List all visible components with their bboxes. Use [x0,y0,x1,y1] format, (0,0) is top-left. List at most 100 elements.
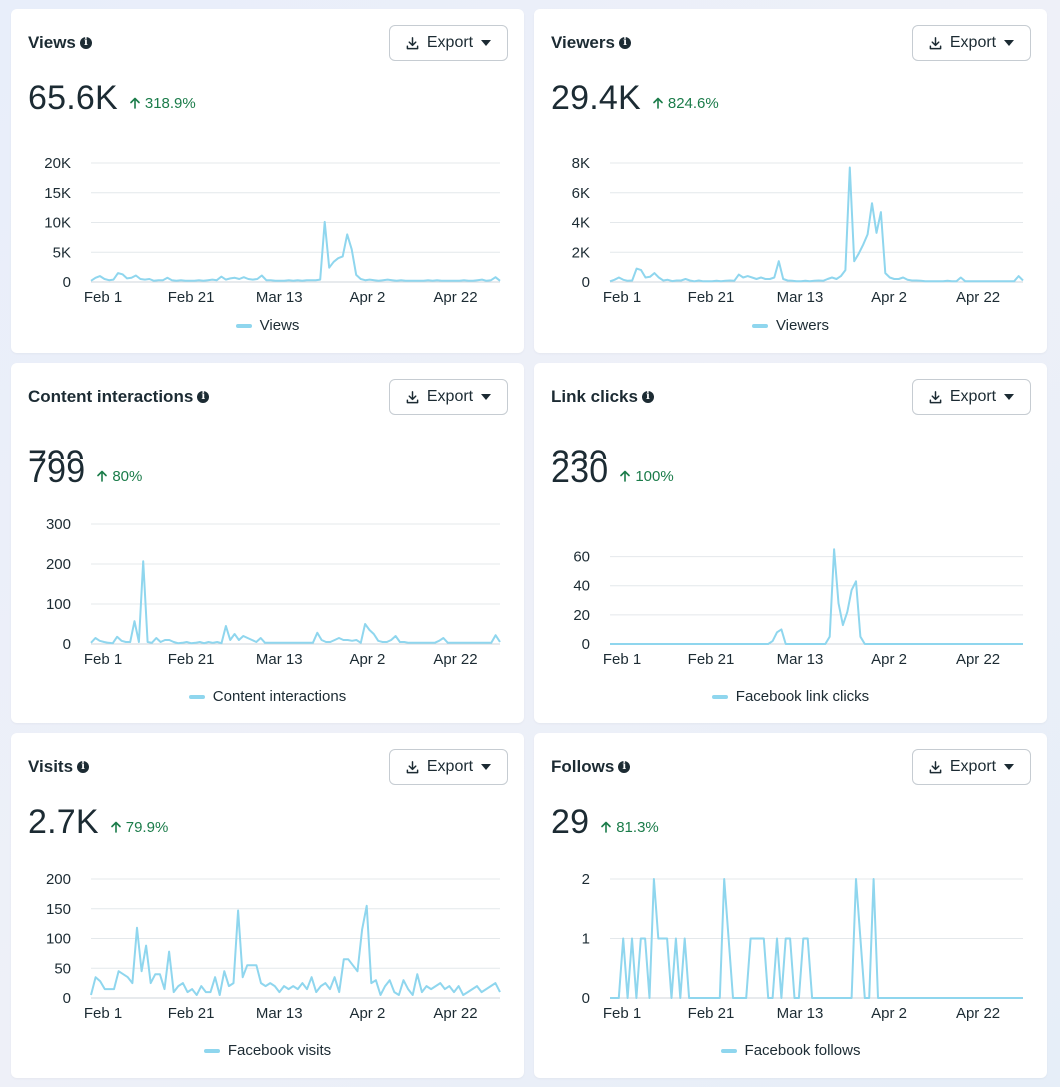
follows-title: Follows i [551,757,631,777]
views-title: Views i [28,33,92,53]
metric-value: 29.4K [551,79,641,117]
chart-legend[interactable]: Facebook visits [11,1042,524,1059]
x-tick-label: Feb 1 [84,651,122,668]
arrow-up-icon [653,97,663,109]
chart-legend[interactable]: Views [11,317,524,334]
x-tick-label: Apr 2 [349,1005,385,1022]
download-icon [406,760,419,773]
series-line[interactable] [90,220,501,282]
series-line[interactable] [610,878,1023,999]
y-tick-label: 15K [44,185,71,202]
metric-delta: 100% [620,468,674,485]
follows-export-button[interactable]: Export [912,749,1031,785]
x-tick-label: Apr 22 [433,289,477,306]
legend-swatch [188,694,205,699]
visits-chart: 0 50 100 150 200 Feb 1 Feb 21 Mar 13 Apr 2 Apr 22 [46,871,501,1022]
x-tick-label: Apr 2 [349,651,385,668]
legend-swatch [235,323,252,328]
viewers-export-button[interactable]: Export [912,25,1031,61]
y-tick-label: 2 [582,871,590,888]
link-clicks-title: Link clicks i [551,387,654,407]
y-tick-label: 0 [63,636,71,653]
info-icon[interactable]: i [77,761,90,773]
card-title-text: Link clicks [551,387,638,406]
chart-legend[interactable]: Content interactions [11,688,524,705]
content-interactions-metric: 799 80% [28,452,142,491]
y-tick-label: 2K [572,244,590,261]
legend-label: Facebook link clicks [735,688,870,705]
link-clicks-export-button[interactable]: Export [912,379,1031,415]
link-clicks-metric: 230 100% [551,452,674,491]
x-tick-label: Apr 2 [349,289,385,306]
chart-legend[interactable]: Viewers [534,317,1047,334]
series-line[interactable] [90,560,501,645]
x-tick-label: Feb 1 [603,651,641,668]
y-tick-label: 0 [63,274,71,291]
metric-delta: 79.9% [110,819,168,836]
y-tick-label: 20K [44,155,71,172]
metric-value: 29 [551,803,590,841]
follows-chart: 0 1 2 Feb 1 Feb 21 Mar 13 Apr 2 Apr 22 [582,871,1023,1022]
card-title-text: Follows [551,757,615,776]
metric-value: 65.6K [28,79,118,117]
download-icon [406,36,419,49]
y-tick-label: 8K [572,155,590,172]
export-label: Export [949,758,997,775]
info-icon[interactable]: i [197,391,210,403]
content-interactions-export-button[interactable]: Export [389,379,508,415]
follows-metric: 29 81.3% [551,803,659,842]
y-tick-label: 100 [46,931,71,948]
info-icon[interactable]: i [79,37,92,49]
link-clicks-chart: 0 20 40 60 Feb 1 Feb 21 Mar 13 Apr 2 Apr 22 [573,548,1023,668]
y-tick-label: 200 [46,556,71,573]
chart-legend[interactable]: Facebook follows [534,1042,1047,1059]
viewers-chart: 0 2K 4K 6K 8K Feb 1 Feb 21 Mar 13 Apr 2 Apr 22 [572,155,1024,306]
series-line[interactable] [90,904,501,996]
y-tick-label: 10K [44,215,71,232]
metric-delta: 318.9% [130,95,196,112]
x-tick-label: Apr 22 [956,1005,1000,1022]
x-tick-label: Feb 21 [688,289,735,306]
y-tick-label: 0 [63,990,71,1007]
caret-down-icon [481,764,492,770]
info-icon[interactable]: i [641,391,654,403]
y-tick-label: 0 [582,274,590,291]
series-line[interactable] [610,548,1023,645]
follows-card: Follows i Export 29 81.3% 0 1 2 Feb 1 Feb 21 Mar 1… [534,733,1047,1078]
y-tick-label: 60 [573,549,590,566]
export-label: Export [426,388,474,405]
metric-value: 799 [28,452,86,490]
x-tick-label: Apr 22 [433,651,477,668]
metric-delta: 824.6% [653,95,719,112]
views-export-button[interactable]: Export [389,25,508,61]
y-tick-label: 5K [53,244,71,261]
card-title-text: Viewers [551,33,615,52]
info-icon[interactable]: i [618,37,631,49]
metric-delta: 80% [97,468,142,485]
chart-legend[interactable]: Facebook link clicks [534,688,1047,705]
y-tick-label: 150 [46,901,71,918]
metric-value: 2.7K [28,803,99,841]
info-icon[interactable]: i [618,761,631,773]
x-tick-label: Mar 13 [777,289,824,306]
export-label: Export [426,758,474,775]
content-interactions-card: Content interactionsiExport79979980%0100… [11,363,524,723]
x-tick-label: Apr 22 [433,1005,477,1022]
x-tick-label: Mar 13 [777,1005,824,1022]
metric-value-ghost: 799 [28,441,85,459]
visits-export-button[interactable]: Export [389,749,508,785]
series-line[interactable] [609,166,1024,283]
arrow-up-icon [110,821,121,833]
y-tick-label: 1 [582,931,590,948]
x-tick-label: Feb 21 [168,651,215,668]
legend-label: Views [259,317,300,334]
y-tick-label: 4K [572,215,590,232]
legend-label: Viewers [775,317,830,334]
metric-value-ghost: 230 [551,441,608,459]
download-icon [929,390,942,403]
visits-card: Visits i Export 2.7K 79.9% 0 50 100 150 200 Feb 1 F… [11,733,524,1078]
y-tick-label: 20 [573,607,590,624]
content-interactions-chart: 0 100 200 300 Feb 1 Feb 21 Mar 13 Apr 2 Apr 22 [46,516,501,668]
